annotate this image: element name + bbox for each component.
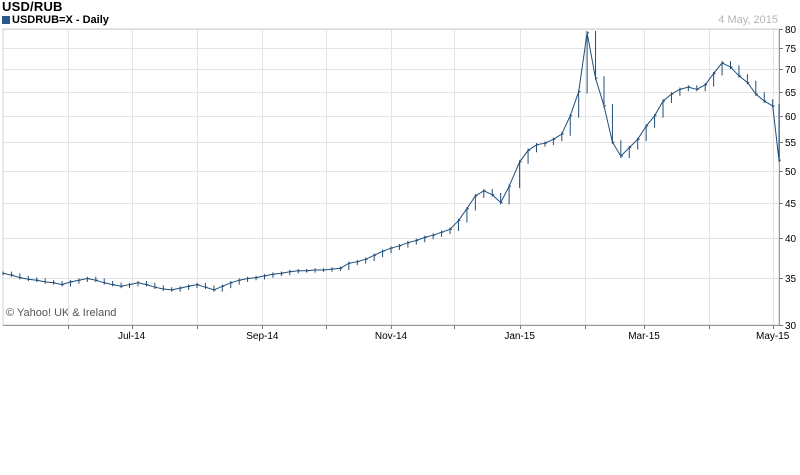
- y-tick-label: 80: [785, 25, 797, 36]
- x-axis-ticks: Jul-14 Sep-14 Nov-14 Jan-15 Mar-15 May-15: [68, 325, 790, 342]
- x-tick-label: Sep-14: [246, 331, 279, 342]
- y-tick-label: 35: [785, 274, 797, 285]
- x-tick-label: Mar-15: [628, 331, 660, 342]
- y-axis-ticks: 30 35 40 45 50 55 60 65 70 75 80: [779, 25, 797, 332]
- y-tick-label: 75: [785, 44, 797, 55]
- chart-grid: [3, 29, 779, 326]
- chart-date: 4 May, 2015: [718, 14, 778, 26]
- copyright-notice: © Yahoo! UK & Ireland: [6, 307, 117, 319]
- y-tick-label: 55: [785, 138, 797, 149]
- y-tick-label: 60: [785, 112, 797, 123]
- y-tick-label: 30: [785, 321, 797, 332]
- x-tick-label: Nov-14: [375, 331, 408, 342]
- chart-title: USD/RUB: [2, 0, 63, 14]
- legend-swatch: [2, 16, 10, 24]
- y-tick-label: 50: [785, 167, 797, 178]
- y-tick-label: 40: [785, 234, 797, 245]
- x-tick-label: Jan-15: [504, 331, 535, 342]
- series-legend: USDRUB=X - Daily: [2, 14, 109, 26]
- y-tick-label: 45: [785, 199, 797, 210]
- y-tick-label: 70: [785, 65, 797, 76]
- series-label: USDRUB=X - Daily: [12, 14, 109, 26]
- x-tick-label: Jul-14: [118, 331, 146, 342]
- x-tick-label: May-15: [756, 331, 790, 342]
- price-bars: [2, 30, 781, 292]
- y-tick-label: 65: [785, 88, 797, 99]
